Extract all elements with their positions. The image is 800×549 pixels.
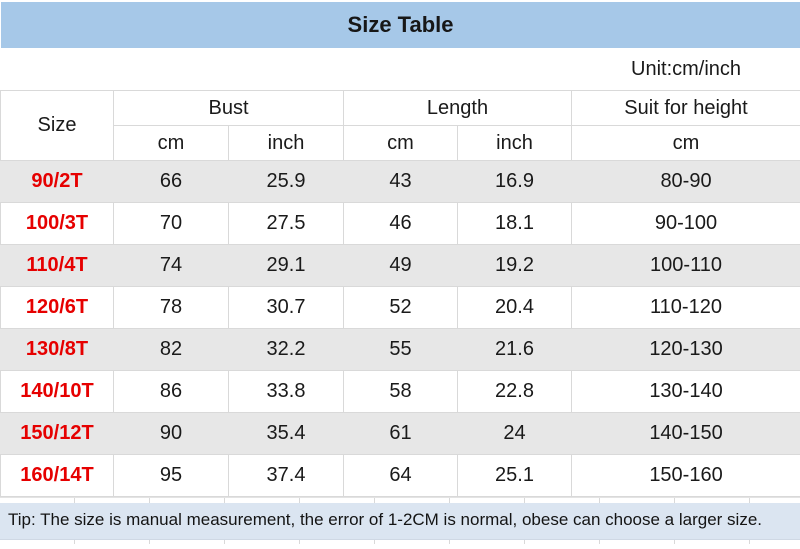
page-title: Size Table [0, 2, 800, 48]
table-row: 90/2T 66 25.9 43 16.9 80-90 [0, 160, 800, 203]
data-cell: 100-110 [570, 244, 800, 287]
unit-row: Unit:cm/inch [0, 48, 800, 91]
gridline-strip [0, 538, 800, 544]
unit-label: Unit:cm/inch [571, 48, 800, 91]
data-cell: 150-160 [570, 454, 800, 497]
data-cell: 80-90 [570, 160, 800, 203]
data-cell: 19.2 [457, 244, 572, 287]
col-header-bust-cm: cm [113, 125, 229, 161]
table-row: 110/4T 74 29.1 49 19.2 100-110 [0, 244, 800, 287]
col-header-height: Suit for height [570, 90, 800, 126]
data-cell: 37.4 [228, 454, 344, 497]
col-header-bust-inch: inch [228, 125, 344, 161]
data-cell: 95 [113, 454, 229, 497]
data-cell: 49 [343, 244, 458, 287]
col-header-length: Length [343, 90, 572, 126]
data-cell: 22.8 [457, 370, 572, 413]
data-cell: 130-140 [570, 370, 800, 413]
table-row: 140/10T 86 33.8 58 22.8 130-140 [0, 370, 800, 413]
col-header-height-cm: cm [570, 125, 800, 161]
header-row-groups: Size Bust Length Suit for height [0, 90, 800, 161]
tip-bar: Tip: The size is manual measurement, the… [0, 503, 800, 539]
data-cell: 21.6 [457, 328, 572, 371]
header-row-units: cm inch cm inch cm [1, 125, 800, 161]
table-row: 160/14T 95 37.4 64 25.1 150-160 [0, 454, 800, 497]
data-cell: 140-150 [570, 412, 800, 455]
data-cell: 55 [343, 328, 458, 371]
data-cell: 18.1 [457, 202, 572, 245]
data-cell: 70 [113, 202, 229, 245]
title-row: Size Table [0, 2, 800, 48]
data-cell: 33.8 [228, 370, 344, 413]
tip-text: Tip: The size is manual measurement, the… [8, 510, 763, 529]
data-cell: 35.4 [228, 412, 344, 455]
data-cell: 110-120 [570, 286, 800, 329]
data-cell: 24 [457, 412, 572, 455]
size-cell: 150/12T [0, 412, 114, 455]
data-cell: 20.4 [457, 286, 572, 329]
size-cell: 120/6T [0, 286, 114, 329]
size-cell: 160/14T [0, 454, 114, 497]
data-cell: 30.7 [228, 286, 344, 329]
col-header-bust: Bust [113, 90, 344, 126]
col-header-length-cm: cm [343, 125, 458, 161]
data-cell: 120-130 [570, 328, 800, 371]
table-row: 130/8T 82 32.2 55 21.6 120-130 [0, 328, 800, 371]
data-cell: 66 [113, 160, 229, 203]
data-cell: 27.5 [228, 202, 344, 245]
data-cell: 25.1 [457, 454, 572, 497]
col-header-size: Size [0, 90, 114, 161]
data-cell: 78 [113, 286, 229, 329]
size-cell: 110/4T [0, 244, 114, 287]
data-cell: 58 [343, 370, 458, 413]
unit-spacer [0, 48, 572, 91]
data-cell: 90-100 [570, 202, 800, 245]
size-table: Size Table Unit:cm/inch Size Bust Length… [0, 2, 800, 497]
data-cell: 29.1 [228, 244, 344, 287]
data-cell: 61 [343, 412, 458, 455]
data-cell: 90 [113, 412, 229, 455]
data-cell: 25.9 [228, 160, 344, 203]
data-cell: 64 [343, 454, 458, 497]
table-row: 120/6T 78 30.7 52 20.4 110-120 [0, 286, 800, 329]
data-cell: 43 [343, 160, 458, 203]
data-cell: 32.2 [228, 328, 344, 371]
data-cell: 46 [343, 202, 458, 245]
size-cell: 140/10T [0, 370, 114, 413]
size-cell: 130/8T [0, 328, 114, 371]
data-cell: 82 [113, 328, 229, 371]
data-cell: 86 [113, 370, 229, 413]
table-row: 150/12T 90 35.4 61 24 140-150 [0, 412, 800, 455]
col-header-length-inch: inch [457, 125, 572, 161]
data-cell: 16.9 [457, 160, 572, 203]
table-row: 100/3T 70 27.5 46 18.1 90-100 [0, 202, 800, 245]
data-cell: 52 [343, 286, 458, 329]
size-cell: 90/2T [0, 160, 114, 203]
size-cell: 100/3T [0, 202, 114, 245]
gridline-strip [0, 497, 800, 503]
data-cell: 74 [113, 244, 229, 287]
